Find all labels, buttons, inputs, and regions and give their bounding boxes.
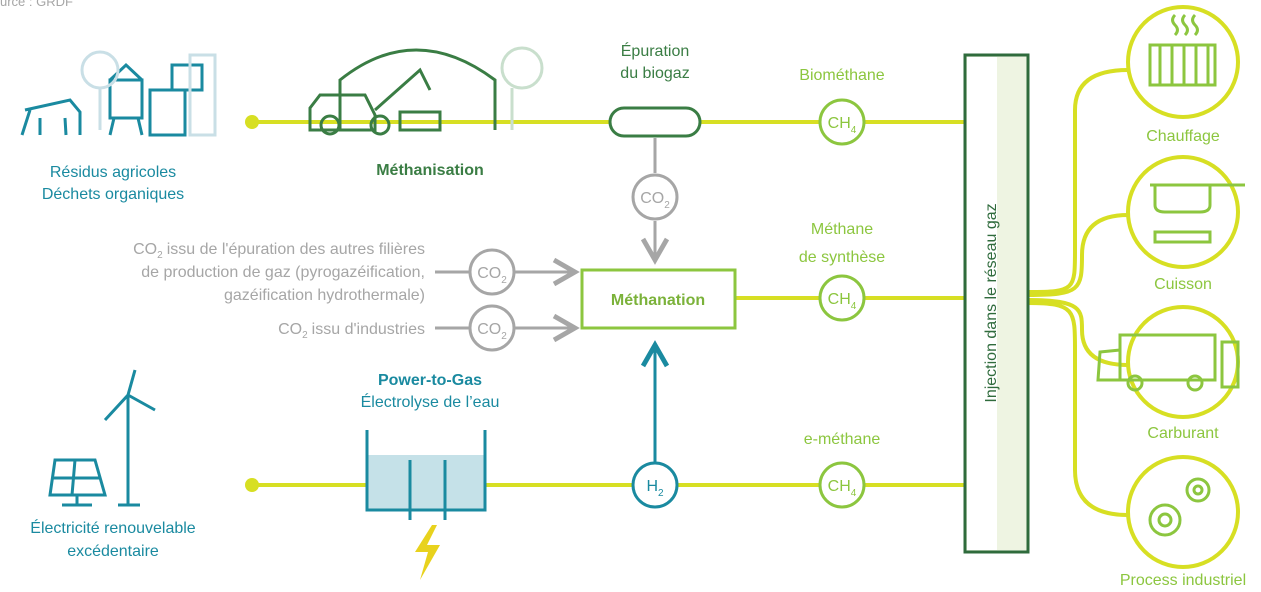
co2-node: CO2 [435, 306, 575, 350]
co2-node: CO2 [435, 250, 575, 294]
use-label: Process industriel [1120, 572, 1246, 589]
input-label: Électricité renouvelable [30, 518, 196, 537]
formula-sub: 2 [658, 488, 664, 499]
formula: CO [640, 190, 664, 207]
co2-source: gazéification hydrothermale) [224, 287, 425, 304]
formula-sub: 4 [851, 125, 857, 136]
ch4-node: CH4 [820, 463, 864, 507]
co2-source-text: issu d'industries [312, 321, 425, 338]
co2-source-text: issu de l'épuration des autres filières [167, 241, 425, 258]
h2-node: H2 [633, 463, 677, 507]
use-label: Carburant [1147, 425, 1219, 442]
co2-node: CO2 [633, 175, 677, 219]
source: urce : GRDF [0, 0, 73, 9]
formula: CO [477, 321, 501, 338]
output-label: de synthèse [799, 249, 885, 266]
formula-sub: 4 [851, 488, 857, 499]
process-label: Power-to-Gas [378, 372, 482, 389]
agri-icon [22, 65, 202, 135]
electrolyser [367, 430, 485, 580]
use-label: Chauffage [1146, 128, 1220, 145]
ch4-node: CH4 [820, 276, 864, 320]
formula: CO [477, 265, 501, 282]
formula: H [646, 478, 658, 495]
co2-source: CO2 issu d'industries [278, 321, 425, 341]
ch4-node: CH4 [820, 100, 864, 144]
start-dot [245, 115, 259, 129]
formula-sub: 2 [501, 331, 507, 342]
co2-source: de production de gaz (pyrogazéification, [141, 264, 425, 281]
input-label: Déchets organiques [42, 186, 184, 203]
renewable-icon [50, 370, 155, 505]
process-label: Électrolyse de l’eau [361, 392, 500, 411]
co2-source: CO2 issu de l'épuration des autres filièr… [133, 241, 425, 261]
injection-label: Injection dans le réseau gaz [983, 203, 1000, 402]
process-diagram: urce : GRDF Résidus agricoles Déchets or… [0, 0, 1261, 592]
use-label: Cuisson [1154, 276, 1212, 293]
process-label: Méthanation [611, 292, 705, 309]
formula: CH [828, 478, 851, 495]
formula-sub: 2 [302, 330, 308, 341]
formula-sub: 2 [501, 275, 507, 286]
formula: CH [828, 115, 851, 132]
formula: CO [133, 241, 157, 258]
input-label: Résidus agricoles [50, 164, 176, 181]
formula-sub: 2 [664, 200, 670, 211]
process-label: Méthanisation [376, 162, 484, 179]
output-label: Biométhane [799, 67, 884, 84]
formula-sub: 2 [157, 250, 163, 261]
formula: CO [278, 321, 302, 338]
output-label: e-méthane [804, 431, 881, 448]
tree-icon [502, 48, 542, 130]
formula: CH [828, 291, 851, 308]
output-label: Méthane [811, 221, 873, 238]
process-label: du biogaz [620, 65, 689, 82]
formula-sub: 4 [851, 301, 857, 312]
process-label: Épuration [621, 41, 690, 60]
input-label: excédentaire [67, 543, 159, 560]
purifier [610, 108, 700, 136]
start-dot [245, 478, 259, 492]
